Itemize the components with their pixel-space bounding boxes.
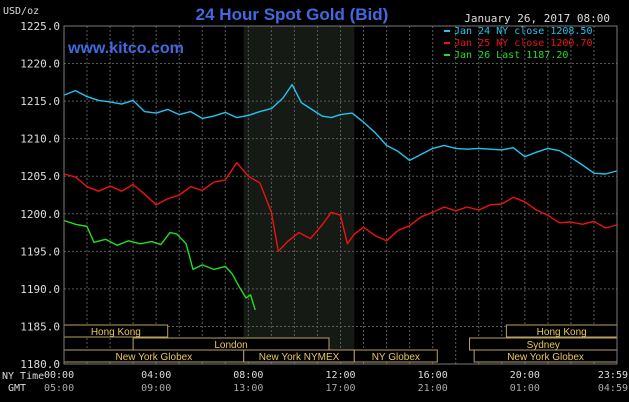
x-tick-label-ny: 23:59 [598,370,628,381]
legend-entry: Jan 25 NY close 1200.70 [454,38,592,49]
x-tick-label-gmt: 17:00 [325,383,355,394]
gmt-label: GMT [8,383,26,394]
y-tick-label: 1220.0 [20,58,60,71]
session-label: Hong Kong [537,327,587,338]
chart-date: January 26, 2017 08:00 [464,12,610,25]
x-tick-label-ny: 08:00 [233,370,263,381]
x-tick-label-ny: 16:00 [418,370,448,381]
website-label[interactable]: www.kitco.com [67,40,184,57]
session-label: Hong Kong [91,327,141,338]
x-tick-label-ny: 00:00 [44,370,74,381]
y-tick-label: 1225.0 [20,20,60,33]
ny-time-label: NY Time [2,371,44,382]
session-label: New York NYMEX [259,352,340,363]
session-label: NY Globex [372,352,420,363]
nymex-shaded-region [243,26,355,364]
x-tick-label-gmt: 05:00 [44,383,74,394]
x-tick-label-gmt: 09:00 [141,383,171,394]
series-line [63,219,256,311]
y-axis-ticks: 1225.0 1220.0 1215.0 1210.0 1205.0 1200.0 1195… [20,20,60,371]
x-tick-label-ny: 20:00 [510,370,540,381]
price-lines [63,83,617,311]
y-axis-label: USD/oz [3,6,39,17]
y-tick-label: 1205.0 [20,170,60,183]
y-tick-label: 1185.0 [20,320,60,333]
y-tick-label: 1210.0 [20,133,60,146]
y-tick-label: 1180.0 [20,358,60,371]
session-label: New York Globex [507,352,584,363]
session-label: London [214,340,247,351]
y-tick-label: 1200.0 [20,208,60,221]
x-tick-label-ny: 04:00 [141,370,171,381]
y-tick-label: 1190.0 [20,283,60,296]
series-line [63,162,617,252]
x-tick-label-ny: 12:00 [325,370,355,381]
x-tick-label-gmt: 21:00 [418,383,448,394]
x-tick-label-gmt: 13:00 [233,383,263,394]
y-tick-label: 1215.0 [20,95,60,108]
x-tick-label-gmt: 01:00 [510,383,540,394]
chart-title: 24 Hour Spot Gold (Bid) [196,5,389,24]
x-axis-ticks: 00:00 05:00 04:00 09:00 08:00 13:00 12:00 17:00… [44,370,628,394]
series-line [63,83,617,175]
legend-entry: Jan 26 Last 1187.20 [454,50,568,61]
y-tick-label: 1195.0 [20,245,60,258]
legend-entry: Jan 24 NY close 1208.50 [454,26,592,37]
session-label: New York Globex [116,352,193,363]
session-bar [353,349,438,363]
x-tick-label-gmt: 04:59 [598,383,628,394]
plot-border [63,25,618,365]
session-label: Sydney [527,340,560,351]
